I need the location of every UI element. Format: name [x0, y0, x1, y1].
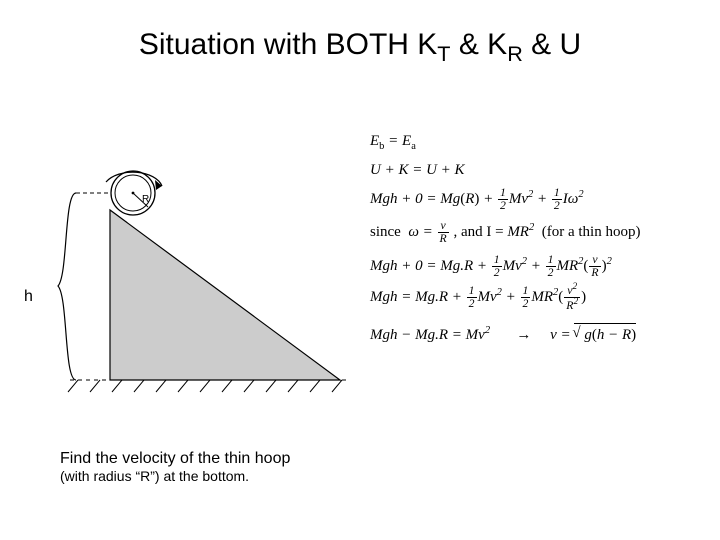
- ramp-triangle: [110, 210, 340, 380]
- title-prefix: Situation with BOTH K: [139, 28, 437, 61]
- slide-title: Situation with BOTH KT & KR & U: [0, 28, 720, 67]
- title-mid2: & U: [523, 28, 581, 61]
- ramp-diagram: R: [20, 150, 360, 400]
- eq-energy-conservation: Eb = Ea: [370, 130, 710, 155]
- eq-final: Mgh − Mg.R = Mv2 → v = g(h − R): [370, 323, 710, 347]
- caption-line-2: (with radius “R”) at the bottom.: [60, 468, 360, 484]
- equations-block: Eb = Ea U + K = U + K Mgh + 0 = Mg(R) + …: [370, 130, 710, 351]
- title-sub-r: R: [507, 41, 523, 66]
- eq-since: since ω = vR , and I = MR2 (for a thin h…: [370, 220, 710, 246]
- title-mid1: & K: [450, 28, 507, 61]
- title-sub-t: T: [437, 41, 450, 66]
- ground-hatches: [68, 380, 342, 392]
- eq-mgh-1: Mgh + 0 = Mg(R) + 12Mv2 + 12Iω2: [370, 187, 710, 213]
- diagram-svg: R: [20, 150, 360, 410]
- height-brace: [58, 193, 76, 380]
- problem-caption: Find the velocity of the thin hoop (with…: [60, 450, 360, 484]
- eq-uk: U + K = U + K: [370, 159, 710, 182]
- caption-line-1: Find the velocity of the thin hoop: [60, 450, 360, 468]
- height-label: h: [24, 288, 33, 306]
- eq-mgh-3: Mgh = Mg.R + 12Mv2 + 12MR2(v2R2): [370, 283, 710, 312]
- radius-label: R: [142, 194, 149, 205]
- eq-mgh-2: Mgh + 0 = Mg.R + 12Mv2 + 12MR2(vR)2: [370, 254, 710, 280]
